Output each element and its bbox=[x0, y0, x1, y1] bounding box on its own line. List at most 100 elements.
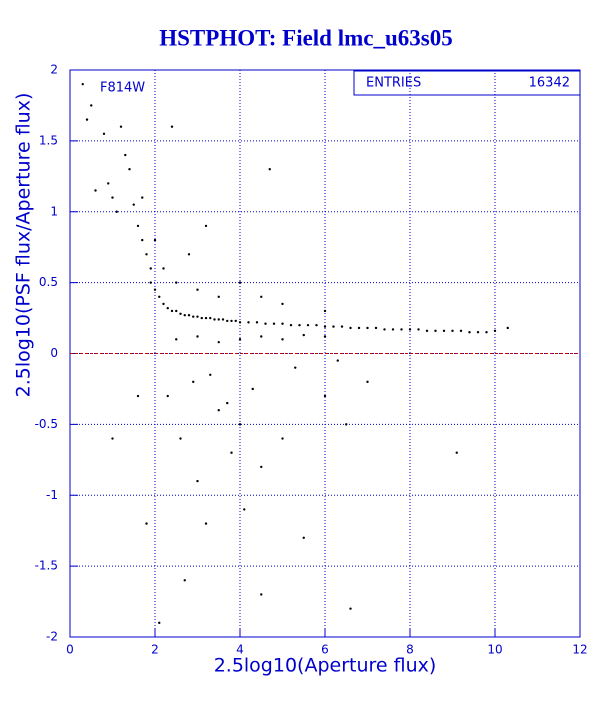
point bbox=[383, 328, 386, 331]
point bbox=[323, 394, 327, 398]
x-tick-label: 12 bbox=[572, 643, 587, 657]
x-tick-label: 8 bbox=[406, 643, 414, 657]
y-axis-label: 2.5log10(PSF flux/Aperture flux) bbox=[13, 93, 35, 398]
point bbox=[204, 316, 208, 320]
point bbox=[209, 373, 212, 376]
point bbox=[251, 387, 254, 391]
point bbox=[468, 331, 471, 334]
point bbox=[179, 437, 182, 440]
point bbox=[455, 451, 458, 454]
annotation: F814W bbox=[100, 81, 145, 96]
x-tick-label: 4 bbox=[236, 643, 244, 657]
point bbox=[213, 318, 216, 321]
stats-value: 16342 bbox=[529, 76, 570, 91]
point bbox=[226, 319, 229, 323]
point bbox=[451, 329, 454, 333]
point bbox=[230, 319, 233, 323]
point bbox=[281, 302, 284, 306]
point bbox=[175, 281, 178, 284]
point bbox=[323, 325, 327, 328]
point bbox=[374, 326, 378, 330]
y-tick-label: -2 bbox=[46, 630, 58, 644]
point bbox=[187, 314, 191, 317]
y-tick-label: 0 bbox=[50, 346, 58, 360]
point bbox=[217, 295, 220, 298]
point bbox=[111, 196, 114, 199]
point bbox=[183, 579, 186, 582]
point bbox=[391, 328, 395, 331]
point bbox=[238, 338, 242, 341]
point bbox=[493, 329, 497, 333]
point bbox=[281, 338, 284, 341]
y-tick-label: 2 bbox=[50, 63, 58, 77]
point bbox=[102, 132, 106, 135]
point bbox=[85, 118, 89, 121]
point bbox=[268, 168, 271, 171]
point bbox=[200, 316, 203, 320]
point bbox=[166, 306, 169, 310]
point bbox=[217, 409, 220, 412]
point bbox=[196, 315, 199, 318]
x-tick-label: 6 bbox=[321, 643, 329, 657]
point bbox=[506, 326, 509, 330]
point bbox=[81, 82, 84, 86]
point bbox=[145, 522, 148, 525]
point bbox=[281, 322, 284, 325]
point bbox=[272, 322, 276, 325]
point bbox=[260, 465, 263, 469]
point bbox=[425, 329, 429, 333]
point bbox=[115, 210, 118, 213]
point bbox=[179, 312, 182, 316]
point bbox=[111, 437, 114, 440]
point bbox=[323, 335, 327, 338]
point bbox=[400, 328, 403, 331]
point bbox=[349, 607, 352, 610]
point bbox=[94, 189, 97, 192]
point bbox=[442, 329, 446, 333]
point bbox=[238, 423, 242, 426]
x-tick-label: 2 bbox=[151, 643, 159, 657]
point bbox=[204, 224, 208, 228]
x-axis-label: 2.5log10(Aperture flux) bbox=[214, 655, 437, 677]
point bbox=[345, 423, 348, 426]
point bbox=[162, 267, 165, 270]
point bbox=[260, 295, 263, 298]
point bbox=[149, 267, 152, 270]
point bbox=[187, 253, 191, 256]
point bbox=[158, 295, 161, 298]
point bbox=[128, 168, 131, 171]
point bbox=[332, 325, 335, 328]
point bbox=[158, 621, 161, 625]
point bbox=[183, 314, 186, 317]
point bbox=[136, 394, 140, 398]
point bbox=[294, 366, 297, 369]
stats-label: ENTRIES bbox=[366, 76, 421, 91]
y-tick-label: 0.5 bbox=[39, 275, 58, 289]
y-tick-label: -1.5 bbox=[35, 559, 58, 573]
point bbox=[149, 281, 152, 284]
point bbox=[485, 331, 488, 334]
point bbox=[476, 331, 480, 334]
point bbox=[336, 359, 339, 362]
point bbox=[153, 238, 157, 242]
point bbox=[217, 318, 220, 321]
point bbox=[315, 323, 318, 327]
point bbox=[238, 281, 242, 284]
point bbox=[260, 335, 263, 338]
point bbox=[209, 316, 212, 320]
point bbox=[170, 125, 174, 128]
point bbox=[349, 326, 352, 330]
point bbox=[302, 536, 305, 539]
point bbox=[459, 329, 463, 333]
point bbox=[90, 104, 93, 107]
x-tick-label: 0 bbox=[66, 643, 74, 657]
point bbox=[434, 329, 437, 333]
point bbox=[289, 323, 293, 327]
point bbox=[260, 593, 263, 596]
point bbox=[340, 325, 344, 328]
point bbox=[243, 508, 246, 511]
point bbox=[247, 321, 250, 324]
point bbox=[175, 309, 178, 313]
